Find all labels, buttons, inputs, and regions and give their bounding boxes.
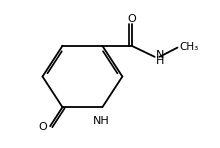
Text: CH₃: CH₃ [179, 42, 198, 52]
Text: O: O [38, 122, 47, 132]
Text: N: N [156, 50, 165, 61]
Text: NH: NH [93, 116, 110, 126]
Text: O: O [127, 14, 136, 24]
Text: H: H [156, 56, 165, 66]
